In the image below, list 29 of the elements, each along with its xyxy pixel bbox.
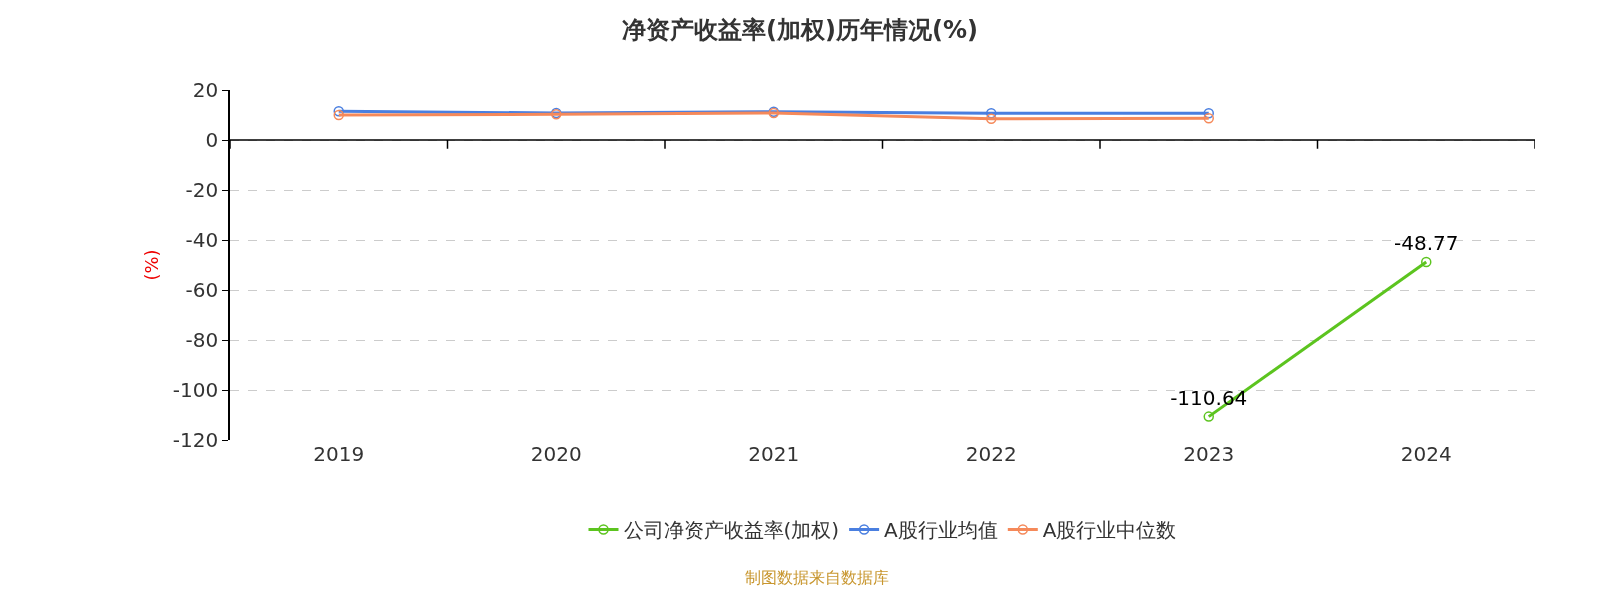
- y-tick-label: -120: [172, 428, 219, 452]
- data-label: -48.77: [1394, 231, 1459, 256]
- text: 制图数据来自数据库: [745, 568, 889, 587]
- y-axis-title: (%): [140, 249, 162, 281]
- x-tick-label: 2022: [965, 442, 1017, 466]
- point: [986, 108, 997, 119]
- x-tick-label: 2020: [530, 442, 582, 466]
- y-tick-label: -80: [185, 328, 219, 352]
- x-tick-label: 2024: [1400, 442, 1452, 466]
- point: [986, 113, 997, 124]
- legend-label: A股行业均值: [884, 518, 998, 543]
- y-tick-label: -40: [185, 228, 219, 252]
- point: [1203, 113, 1214, 124]
- legend-label: 公司净资产收益率(加权): [623, 518, 840, 543]
- point: [1203, 108, 1214, 119]
- point: [333, 106, 344, 117]
- y-tick-label: 20: [192, 78, 219, 102]
- y-tick-label: -60: [185, 278, 219, 302]
- point: [333, 109, 344, 121]
- y-tick-label: -20: [185, 178, 219, 202]
- y-tick-label: -100: [172, 378, 219, 402]
- x-tick-label: 2023: [1183, 442, 1235, 466]
- point: [1421, 256, 1432, 268]
- point: [1203, 411, 1214, 422]
- y-tick-label: 0: [205, 128, 219, 152]
- x-tick-label: 2021: [748, 442, 800, 466]
- chart-title: 净资产收益率(加权)历年情况(%): [622, 15, 978, 44]
- legend-label: A股行业中位数: [1042, 518, 1177, 543]
- x-tick-label: 2019: [313, 442, 365, 466]
